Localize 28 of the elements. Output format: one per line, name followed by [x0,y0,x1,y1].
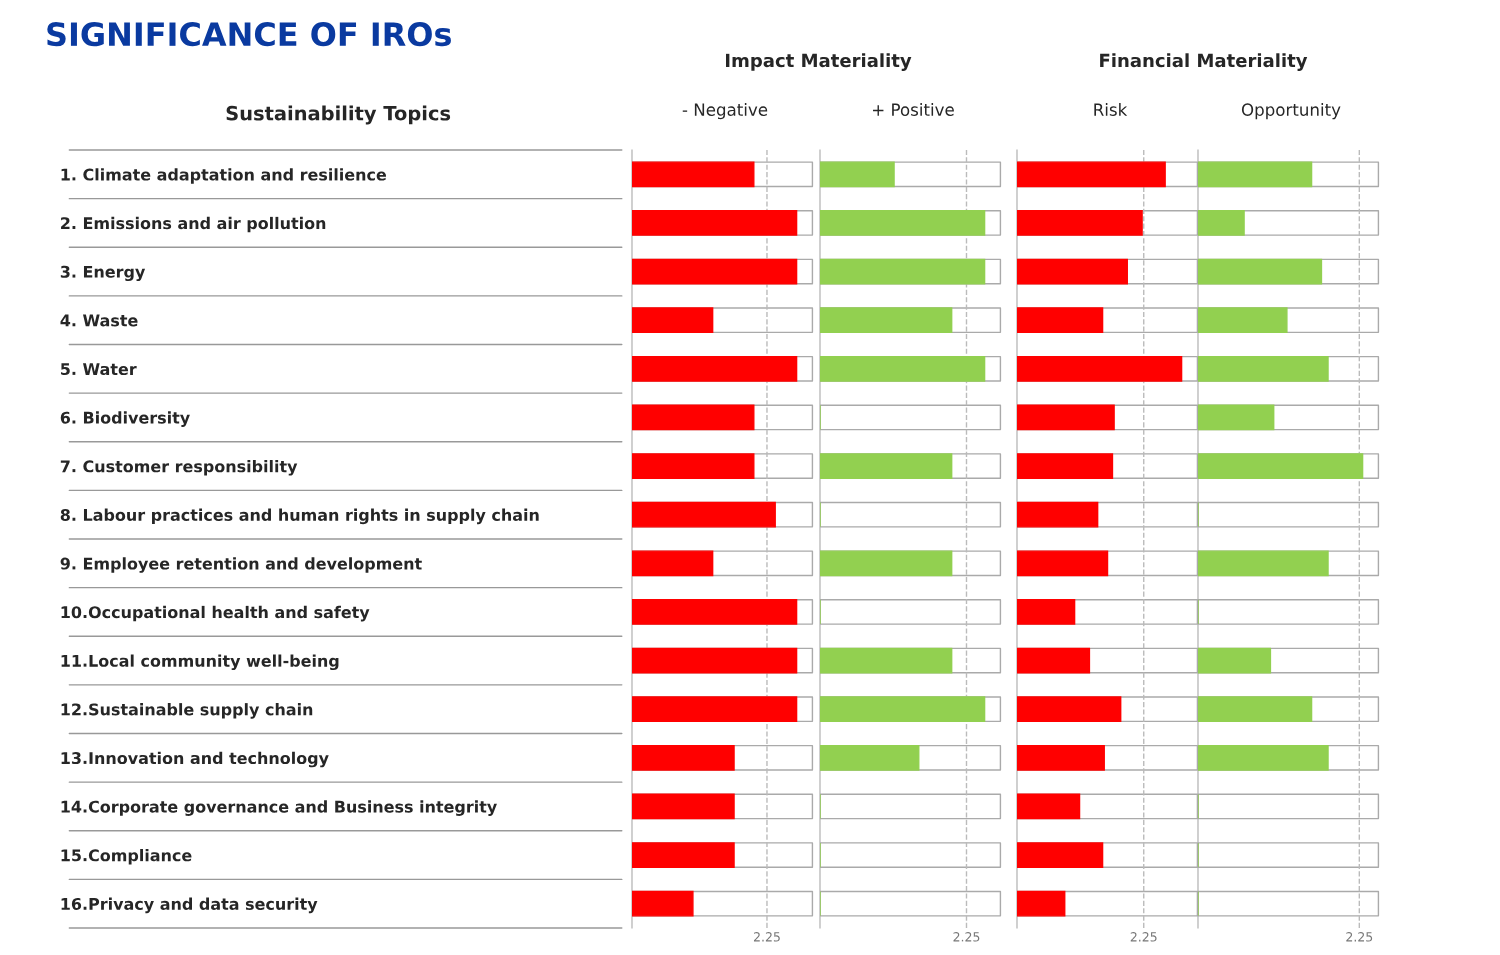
chart-title: Risk [1094,103,1128,116]
y-tick-label: 13.Innovation and technology [61,751,329,768]
y-tick-label: 14.Corporate governance and Business integrity [61,800,497,816]
chart-subtitle: Impact Materiality [725,53,912,71]
y-tick-label: 15.Compliance [61,848,192,865]
text: 2.25 [1130,932,1157,942]
chart-title: Opportunity [1241,103,1341,120]
text: 2.25 [953,932,980,942]
y-tick-label: 16.Privacy and data security [61,897,318,914]
y-tick-label: 11.Local community well-being [61,654,339,671]
y-tick-label: 4. Waste [60,314,138,327]
y-axis-title: Sustainability Topics [226,105,451,125]
text: 2.25 [1346,932,1373,942]
chart-subtitle: Financial Materiality [1100,53,1308,71]
y-tick-label: 3. Energy [60,265,146,282]
y-tick-label: 12.Sustainable supply chain [61,703,313,719]
chart-title: + Positive [873,103,954,116]
y-tick-label: 8. Labour practices and human rights in supply chain [60,508,539,525]
chart-title: - Negative [682,103,768,120]
text: SIGNIFICANCE OF IROs [47,22,451,47]
y-tick-label: 6. Biodiversity [60,411,190,427]
y-tick-label: 9. Employee retention and development [60,557,422,573]
y-tick-label: 1. Climate adaptation and resilience [61,168,387,184]
y-tick-label: 5. Water [61,363,137,376]
y-tick-label: 2. Emissions and air pollution [61,216,326,233]
y-tick-label: 10.Occupational health and safety [61,605,370,622]
y-tick-label: 7. Customer responsibility [60,459,298,476]
text: 2.25 [753,932,780,942]
